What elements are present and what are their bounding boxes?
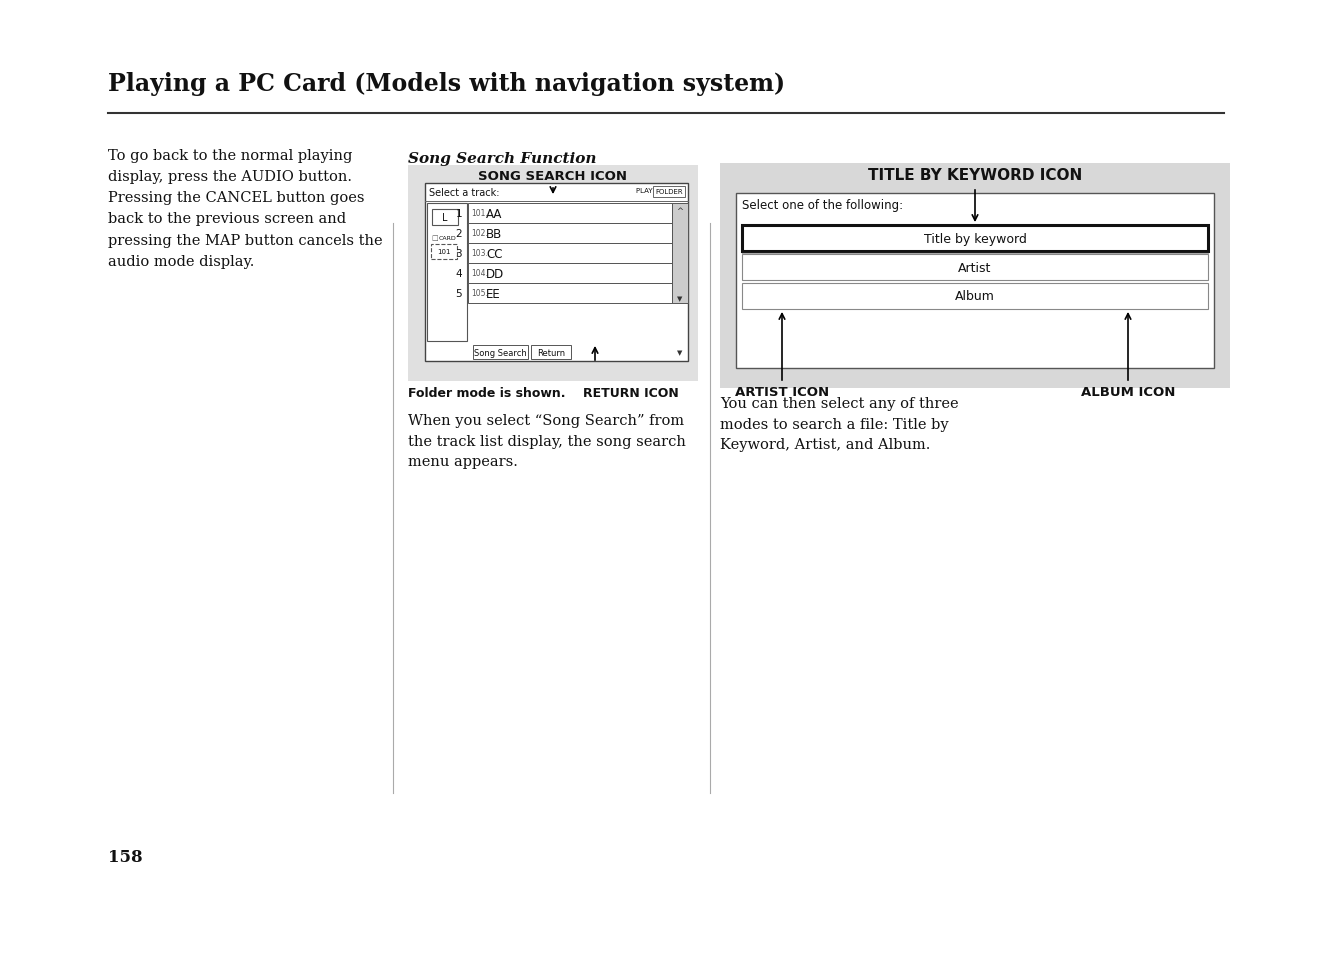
Bar	[742, 226, 1208, 252]
Bar	[428, 204, 468, 341]
Text: ALBUM ICON: ALBUM ICON	[1080, 386, 1175, 398]
Text: EE: EE	[486, 287, 501, 300]
Bar	[742, 254, 1208, 281]
Text: 158: 158	[108, 848, 143, 865]
Text: 101: 101	[437, 249, 450, 254]
Bar	[432, 245, 457, 260]
Text: CARD: CARD	[440, 235, 457, 240]
Bar	[408, 166, 698, 381]
Bar	[673, 204, 689, 304]
Text: When you select “Song Search” from
the track list display, the song search
menu : When you select “Song Search” from the t…	[408, 414, 686, 469]
Text: 4: 4	[456, 269, 462, 278]
Text: ARTIST ICON: ARTIST ICON	[735, 386, 829, 398]
Text: ▼: ▼	[677, 350, 683, 355]
Text: TITLE BY KEYWORD ICON: TITLE BY KEYWORD ICON	[868, 168, 1082, 183]
Text: You can then select any of three
modes to search a file: Title by
Keyword, Artis: You can then select any of three modes t…	[721, 396, 959, 452]
Text: Select one of the following:: Select one of the following:	[742, 199, 903, 212]
Text: Song Search: Song Search	[474, 348, 527, 357]
Text: Folder mode is shown.: Folder mode is shown.	[408, 387, 566, 399]
Text: CC: CC	[486, 247, 502, 260]
Text: ^: ^	[677, 207, 683, 215]
Text: SONG SEARCH ICON: SONG SEARCH ICON	[478, 170, 627, 183]
Text: DD: DD	[486, 267, 505, 280]
Bar	[721, 164, 1229, 389]
Bar	[468, 204, 673, 224]
Text: BB: BB	[486, 227, 502, 240]
Text: Playing a PC Card (Models with navigation system): Playing a PC Card (Models with navigatio…	[108, 71, 785, 96]
Bar	[737, 193, 1213, 369]
Text: 3: 3	[456, 249, 462, 258]
Text: Return: Return	[537, 348, 565, 357]
Bar	[468, 244, 673, 264]
Text: L: L	[442, 213, 448, 223]
Text: Select a track:: Select a track:	[429, 188, 500, 198]
Text: 2: 2	[456, 229, 462, 239]
Text: □: □	[432, 234, 438, 241]
Text: To go back to the normal playing
display, press the AUDIO button.
Pressing the C: To go back to the normal playing display…	[108, 149, 382, 269]
Text: Album: Album	[955, 291, 995, 303]
Bar	[653, 187, 685, 198]
Bar	[432, 210, 458, 226]
Bar	[425, 184, 689, 361]
Text: 102.: 102.	[472, 230, 488, 238]
Text: Song Search Function: Song Search Function	[408, 152, 597, 166]
Bar	[468, 284, 673, 304]
Bar	[473, 346, 527, 359]
Text: PLAY MODE: PLAY MODE	[635, 188, 675, 193]
Bar	[468, 264, 673, 284]
Text: 1: 1	[456, 209, 462, 219]
Text: 5: 5	[456, 289, 462, 298]
Bar	[468, 224, 673, 244]
Text: RETURN ICON: RETURN ICON	[583, 387, 679, 399]
Text: AA: AA	[486, 208, 502, 220]
Text: 104.: 104.	[472, 269, 488, 278]
Text: Artist: Artist	[958, 261, 992, 274]
Text: ▼: ▼	[677, 295, 683, 302]
Text: 101.: 101.	[472, 210, 488, 218]
Text: 105.: 105.	[472, 289, 488, 298]
Bar	[742, 284, 1208, 310]
Text: 103.: 103.	[472, 250, 488, 258]
Text: FOLDER: FOLDER	[655, 189, 683, 194]
Bar	[531, 346, 571, 359]
Text: Title by keyword: Title by keyword	[923, 233, 1027, 245]
